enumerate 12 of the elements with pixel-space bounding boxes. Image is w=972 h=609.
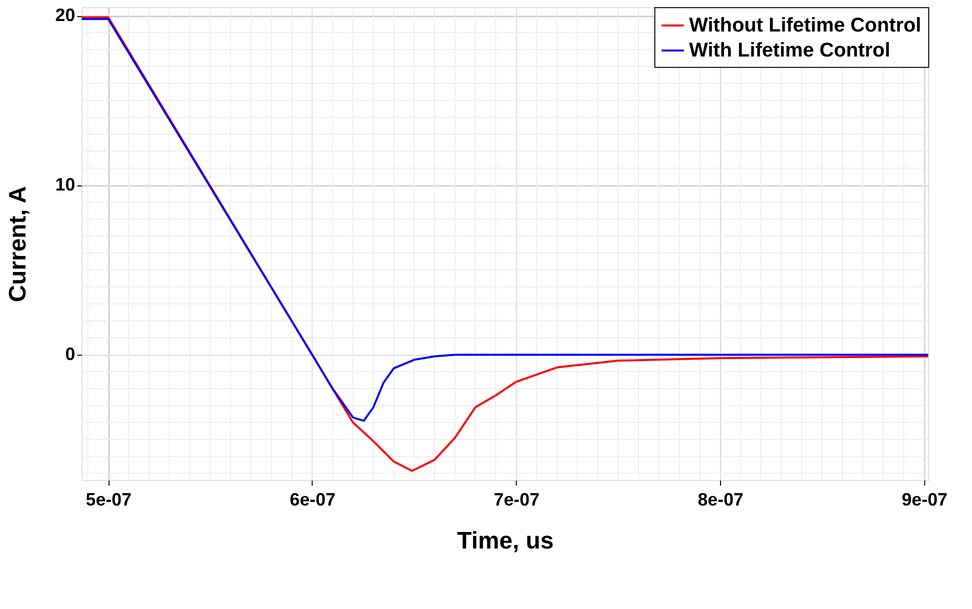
y-tick-label: 20 bbox=[55, 5, 76, 26]
y-tick-label: 0 bbox=[65, 344, 76, 364]
x-tick-label: 5e-07 bbox=[86, 490, 132, 510]
y-tick-label: 10 bbox=[55, 174, 76, 195]
legend-label: With Lifetime Control bbox=[689, 39, 890, 62]
x-tick-label: 7e-07 bbox=[494, 490, 540, 510]
x-tick-label: 8e-07 bbox=[698, 490, 744, 510]
x-tick-label: 6e-07 bbox=[290, 490, 336, 510]
y-axis-title: Current, A bbox=[4, 186, 32, 302]
legend-label: Without Lifetime Control bbox=[689, 14, 922, 37]
x-axis-title: Time, us bbox=[457, 527, 554, 554]
x-tick-label: 9e-07 bbox=[902, 490, 948, 510]
